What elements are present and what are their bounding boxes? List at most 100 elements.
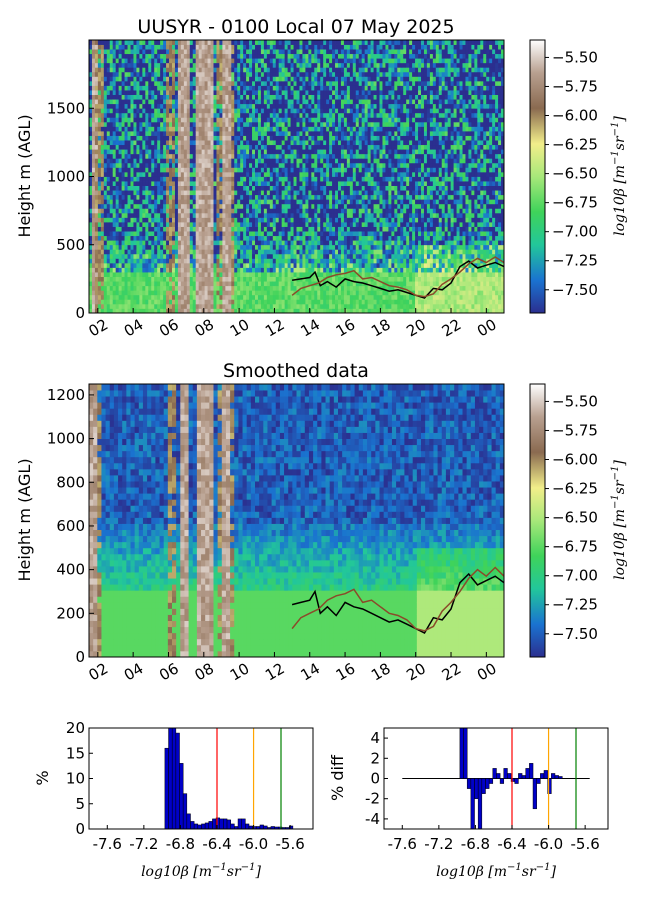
heatmap-cell (195, 212, 200, 218)
heatmap-cell (255, 199, 259, 205)
heatmap-cell (278, 235, 283, 241)
heatmap-cell (222, 144, 226, 150)
heatmap-cell (177, 135, 182, 141)
heatmap-cell (97, 190, 102, 196)
heatmap-cell (263, 244, 268, 250)
heatmap-cell (269, 181, 274, 186)
heatmap-cell (326, 253, 330, 259)
heatmap-cell (121, 253, 125, 259)
heatmap-cell (284, 67, 288, 73)
heatmap-cell (287, 194, 291, 200)
heatmap-cell (195, 62, 200, 68)
heatmap-cell (228, 308, 232, 314)
heatmap-cell (163, 240, 167, 246)
heatmap-cell (201, 212, 205, 218)
heatmap-cell (151, 190, 155, 196)
heatmap-cell (166, 153, 170, 159)
heatmap-cell (124, 217, 128, 223)
heatmap-cell (112, 176, 117, 182)
heatmap-cell (148, 135, 152, 141)
heatmap-cell (326, 126, 330, 132)
heatmap-cell (142, 299, 146, 305)
heatmap-cell (166, 49, 170, 55)
heatmap-cell (139, 94, 143, 100)
heatmap-cell (112, 290, 117, 296)
heatmap-cell (154, 253, 158, 259)
heatmap-cell (219, 267, 223, 273)
heatmap-cell (172, 71, 176, 77)
heatmap-cell (124, 231, 128, 237)
heatmap-cell (192, 131, 197, 136)
heatmap-cell (237, 167, 241, 173)
heatmap-cell (281, 53, 286, 59)
heatmap-cell (255, 140, 259, 146)
heatmap-cell (91, 90, 96, 95)
heatmap-cell (186, 162, 191, 168)
heatmap-cell (246, 158, 250, 164)
heatmap-cell (234, 194, 238, 200)
heatmap-cell (166, 212, 170, 218)
heatmap-cell (263, 62, 268, 68)
heatmap-cell (112, 167, 117, 173)
heatmap-cell (145, 49, 149, 55)
heatmap-cell (326, 80, 330, 86)
heatmap-cell (189, 135, 194, 141)
heatmap-cell (136, 71, 140, 77)
heatmap-cell (222, 222, 226, 227)
heatmap-cell (106, 249, 111, 255)
heatmap-cell (290, 299, 294, 305)
heatmap-cell (189, 244, 194, 250)
heatmap-cell (130, 58, 134, 64)
heatmap-cell (148, 153, 152, 159)
heatmap-cell (287, 222, 291, 227)
heatmap-cell (195, 103, 200, 109)
heatmap-cell (189, 153, 194, 159)
heatmap-cell (299, 222, 303, 227)
heatmap-cell (183, 181, 188, 186)
heatmap-cell (136, 276, 140, 282)
heatmap-cell (243, 294, 247, 300)
heatmap-cell (97, 222, 102, 227)
heatmap-cell (257, 272, 262, 277)
heatmap-cell (118, 140, 122, 146)
heatmap-cell (210, 85, 214, 91)
heatmap-cell (195, 203, 200, 209)
heatmap-cell (172, 244, 176, 250)
heatmap-cell (103, 308, 108, 314)
heatmap-cell (139, 58, 143, 64)
heatmap-cell (326, 44, 330, 50)
heatmap-cell (160, 94, 164, 100)
heatmap-cell (278, 249, 283, 255)
heatmap-cell (195, 90, 200, 95)
heatmap-cell (139, 253, 143, 259)
heatmap-cell (234, 308, 238, 314)
heatmap-cell (210, 281, 214, 287)
heatmap-cell (112, 212, 117, 218)
heatmap-cell (115, 53, 120, 59)
heatmap-cell (323, 294, 327, 300)
heatmap-cell (263, 290, 268, 296)
heatmap-cell (195, 290, 200, 296)
heatmap-cell (112, 258, 117, 264)
heatmap-cell (252, 94, 256, 100)
heatmap-cell (329, 199, 333, 205)
heatmap-cell (145, 176, 149, 182)
heatmap-cell (103, 258, 108, 264)
heatmap-cell (266, 267, 271, 273)
heatmap-cell (272, 135, 277, 141)
heatmap-cell (302, 126, 306, 132)
heatmap-cell (115, 153, 120, 159)
heatmap-cell (112, 199, 117, 205)
heatmap-cell (166, 285, 170, 291)
heatmap-cell (89, 212, 93, 218)
heatmap-cell (136, 244, 140, 250)
heatmap-cell (154, 62, 158, 68)
heatmap-cell (186, 94, 191, 100)
heatmap-cell (139, 199, 143, 205)
heatmap-cell (177, 44, 182, 50)
heatmap-cell (207, 212, 211, 218)
heatmap-cell (243, 167, 247, 173)
heatmap-cell (201, 162, 205, 168)
heatmap-cell (266, 262, 271, 268)
heatmap-cell (169, 194, 173, 200)
